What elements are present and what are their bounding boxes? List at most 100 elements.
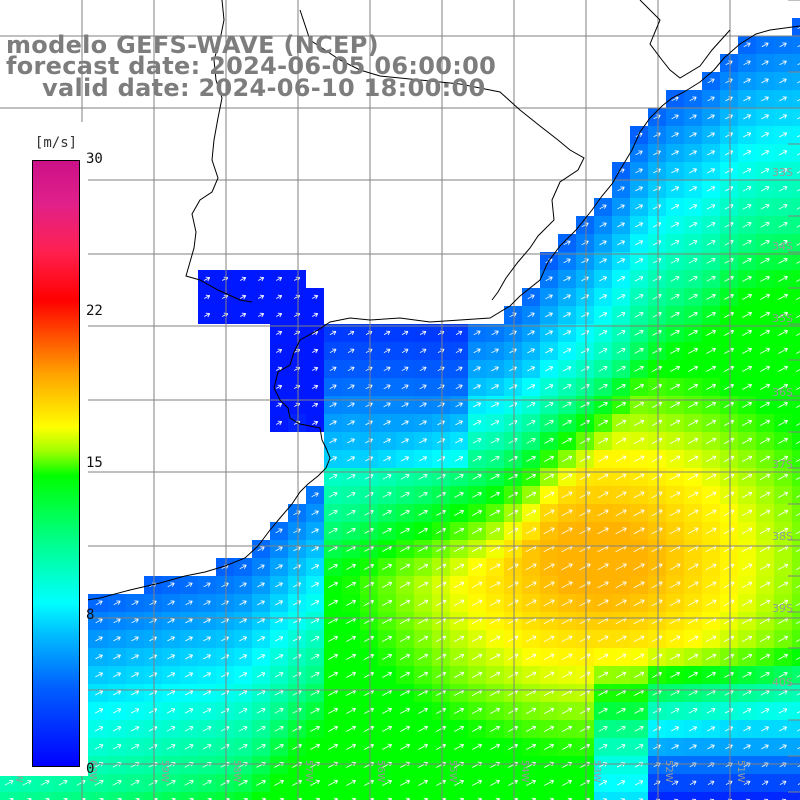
wind-arrow [598, 707, 608, 714]
wind-arrow [419, 420, 427, 426]
wind-arrow [617, 258, 626, 264]
wind-arrow [741, 635, 753, 642]
wind-arrow [382, 509, 392, 516]
wind-arrow [579, 599, 591, 607]
colorbar-tick-0: 0 [86, 761, 95, 777]
wind-arrow [346, 743, 357, 750]
wind-arrow [525, 671, 537, 678]
wind-arrow [276, 312, 283, 318]
wind-arrow [382, 563, 393, 570]
colorbar-unit: [m/s] [30, 131, 82, 155]
wind-arrow [203, 636, 211, 642]
wind-arrow [707, 168, 716, 174]
wind-arrow [761, 780, 769, 786]
wind-arrow [669, 509, 681, 517]
wind-arrow [346, 527, 356, 534]
wind-arrow [615, 671, 627, 678]
wind-arrow [185, 618, 193, 624]
wind-arrow [400, 635, 411, 642]
speed-cell [792, 180, 800, 198]
wind-arrow [490, 473, 500, 480]
wind-arrow [670, 365, 681, 372]
wind-arrow [796, 441, 800, 444]
wind-arrow [435, 581, 447, 588]
forecast-date: forecast date: 2024-06-05 06:00:00 [6, 52, 497, 80]
wind-arrow [544, 402, 554, 408]
wind-arrow [256, 726, 266, 732]
wind-arrow [94, 708, 104, 714]
wind-arrow [778, 275, 788, 282]
wind-arrow [346, 779, 357, 786]
wind-arrow [166, 780, 176, 786]
speed-cell [558, 792, 576, 800]
wind-arrow [346, 707, 357, 714]
wind-arrow [184, 780, 194, 786]
wind-arrow [598, 780, 608, 786]
wind-arrow [796, 261, 800, 264]
wind-arrow [671, 132, 679, 138]
speed-cell [684, 792, 702, 800]
wind-arrow [741, 473, 753, 480]
speed-cell [792, 288, 800, 306]
wind-arrow [113, 690, 122, 696]
wind-arrow [221, 654, 230, 660]
speed-cell [450, 792, 468, 800]
wind-arrow [167, 672, 176, 678]
wind-arrow [472, 438, 482, 444]
colorbar-tick-8: 8 [86, 607, 95, 623]
wind-arrow [779, 78, 787, 84]
wind-arrow [167, 636, 175, 642]
wind-arrow [670, 258, 680, 264]
wind-arrow [544, 743, 555, 750]
wind-arrow [779, 726, 788, 732]
wind-arrow [761, 132, 770, 138]
wind-arrow [616, 276, 626, 282]
wind-arrow [705, 473, 717, 481]
wind-arrow [507, 527, 519, 535]
wind-arrow [723, 563, 735, 571]
wind-arrow [419, 438, 428, 444]
wind-arrow [778, 204, 788, 210]
wind-arrow [490, 420, 500, 426]
wind-arrow [796, 423, 800, 426]
wind-arrow [579, 671, 591, 679]
wind-arrow [651, 455, 663, 463]
wind-arrow [635, 222, 644, 228]
wind-arrow [382, 725, 393, 732]
latitude-label: 36S [772, 386, 793, 399]
wind-arrow [615, 473, 627, 481]
wind-arrow [329, 384, 337, 390]
speed-cell [576, 792, 594, 800]
wind-arrow [453, 581, 465, 589]
speed-cell [738, 792, 756, 800]
wind-arrow [688, 671, 698, 678]
speed-cell [792, 198, 800, 216]
wind-arrow [615, 635, 627, 643]
wind-arrow [634, 401, 645, 408]
wind-arrow [184, 690, 194, 696]
wind-arrow [797, 63, 800, 66]
wind-arrow [454, 725, 465, 732]
wind-arrow [347, 366, 355, 372]
wind-arrow [328, 653, 339, 660]
wind-arrow [202, 744, 212, 750]
wind-arrow [527, 312, 535, 318]
wind-arrow [490, 779, 501, 786]
wind-arrow [797, 45, 800, 48]
wind-arrow [94, 726, 104, 732]
wind-arrow [311, 492, 319, 498]
wind-arrow [688, 294, 698, 300]
wind-arrow [383, 402, 391, 408]
wind-arrow [616, 312, 626, 318]
wind-arrow [365, 456, 374, 462]
wind-arrow [797, 747, 800, 750]
wind-arrow [257, 618, 266, 624]
longitude-label: 57W [303, 760, 314, 783]
wind-arrow [419, 366, 427, 372]
wind-arrow [240, 294, 247, 300]
wind-arrow [544, 779, 555, 786]
wind-arrow [651, 635, 663, 643]
wind-arrow [741, 491, 753, 498]
wind-arrow [597, 671, 609, 678]
wind-arrow [489, 599, 501, 607]
